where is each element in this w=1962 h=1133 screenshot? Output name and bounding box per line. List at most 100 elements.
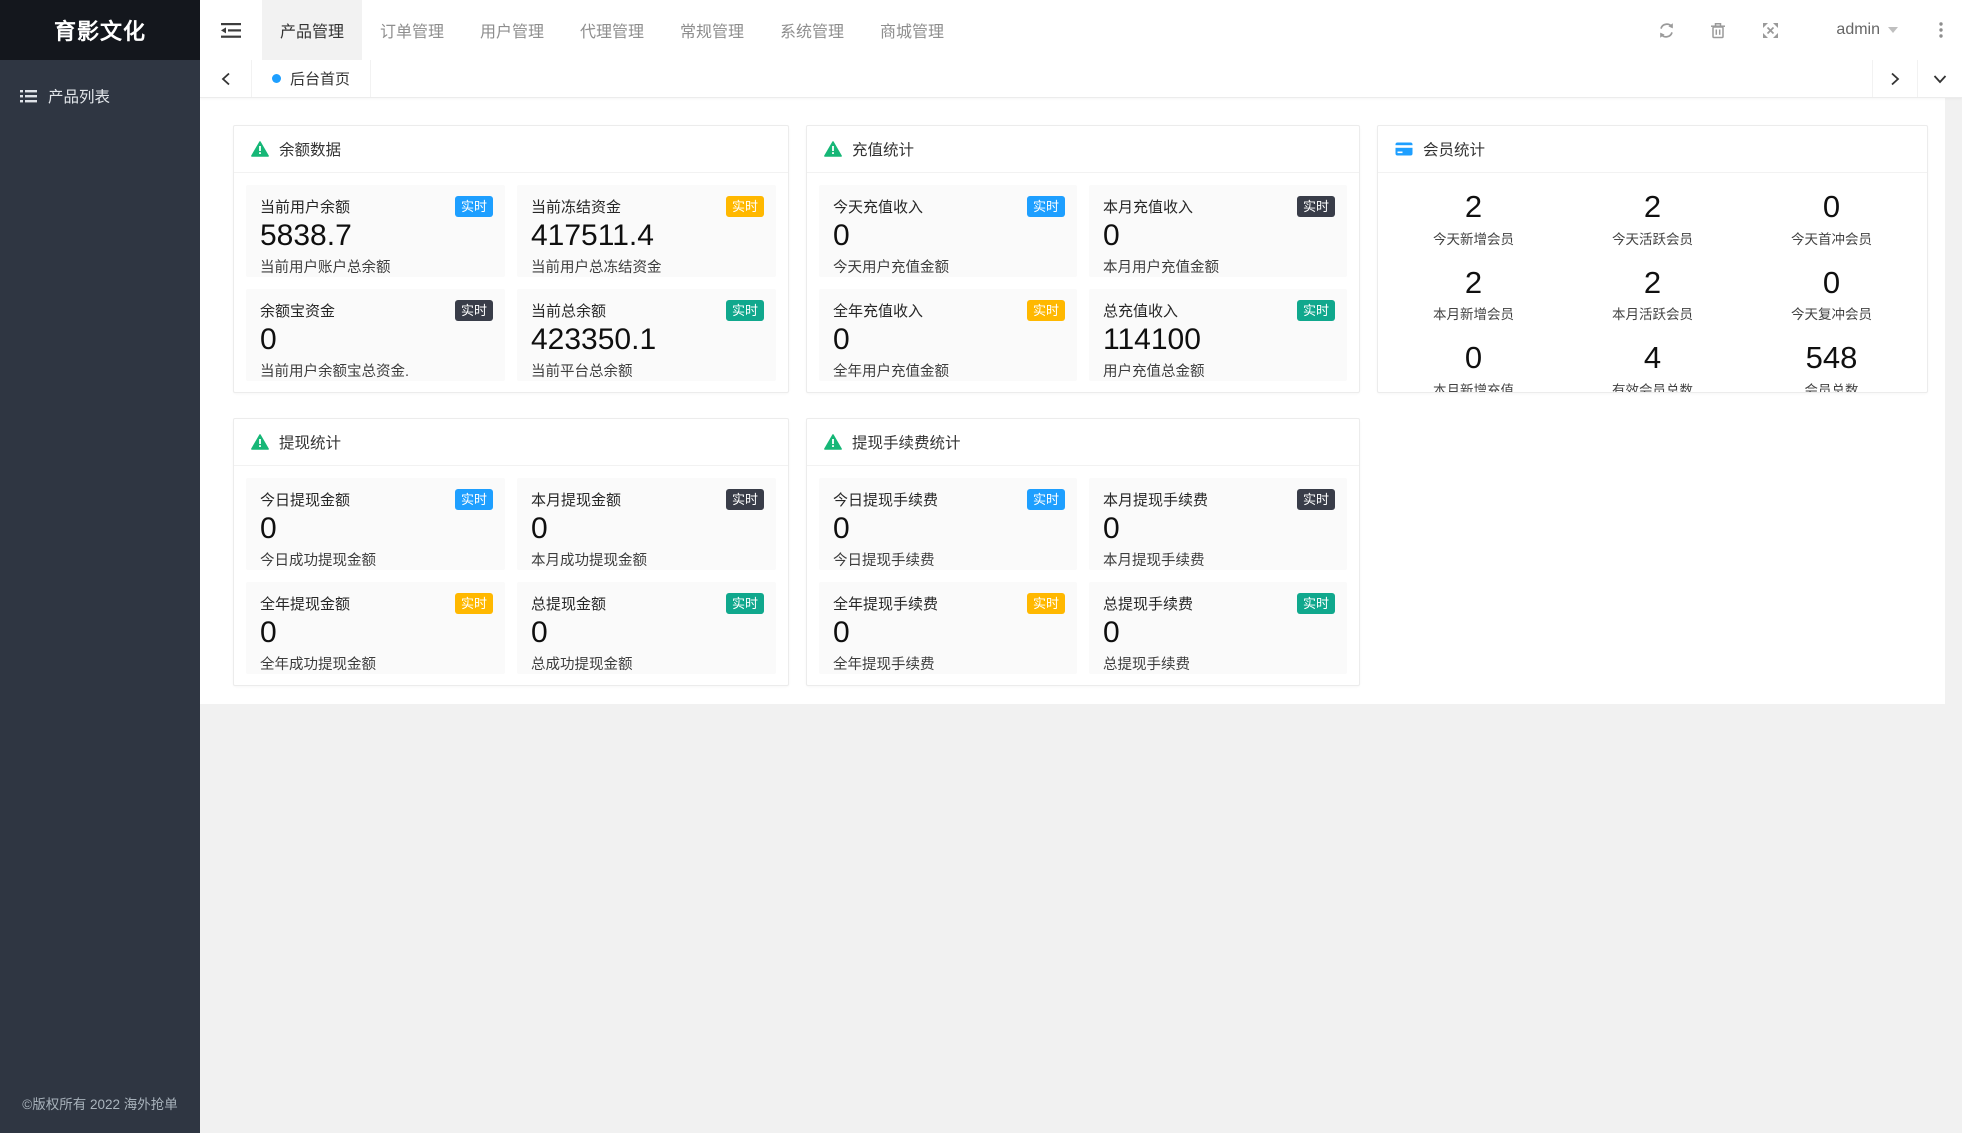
sidebar-item-product-list[interactable]: 产品列表: [0, 72, 200, 120]
app-logo: 育影文化: [0, 0, 200, 60]
breadcrumb-actions: [1872, 60, 1962, 97]
fullscreen-button[interactable]: [1744, 0, 1796, 60]
realtime-badge: 实时: [1026, 196, 1065, 217]
breadcrumb-tab-home[interactable]: 后台首页: [252, 60, 372, 97]
realtime-badge: 实时: [1026, 593, 1065, 614]
stat-today-active-members: 2 今天活跃会员: [1612, 189, 1693, 247]
stat-today-fee: 今日提现手续费 0 今日提现手续费 实时: [819, 478, 1077, 570]
stat-current-user-balance: 当前用户余额 5838.7 当前用户账户总余额 实时: [246, 185, 505, 277]
card-withdraw: 提现统计 今日提现金额 0 今日成功提现金额 实时 本月提现金额 0 本月成功提…: [233, 418, 789, 686]
card-withdraw-fee: 提现手续费统计 今日提现手续费 0 今日提现手续费 实时 本月提现手续费 0 本…: [806, 418, 1360, 686]
topbar-actions: admin: [1640, 0, 1962, 60]
stat-total-fee: 总提现手续费 0 总提现手续费 实时: [1089, 582, 1347, 674]
stat-valid-members-total: 4 有效会员总数: [1612, 340, 1693, 393]
stat-month-new-members: 2 本月新增会员: [1433, 264, 1514, 323]
warning-triangle-icon: [251, 141, 269, 157]
stat-today-new-members: 2 今天新增会员: [1433, 189, 1514, 247]
member-stats: 2 今天新增会员 2 今天活跃会员 0 今天首冲会员 2 本月新增会员: [1378, 173, 1927, 393]
card-balance: 余额数据 当前用户余额 5838.7 当前用户账户总余额 实时 当前冻结资金 4…: [233, 125, 789, 393]
breadcrumb-tab-label: 后台首页: [290, 71, 351, 88]
main-content: 余额数据 当前用户余额 5838.7 当前用户账户总余额 实时 当前冻结资金 4…: [200, 98, 1962, 1133]
dashboard-panel: 余额数据 当前用户余额 5838.7 当前用户账户总余额 实时 当前冻结资金 4…: [200, 98, 1945, 704]
realtime-badge: 实时: [1296, 489, 1335, 510]
credit-card-icon: [1395, 142, 1413, 156]
warning-triangle-icon: [824, 434, 842, 450]
tab-product-mgmt[interactable]: 产品管理: [262, 0, 362, 60]
trash-icon: [1710, 22, 1726, 39]
card-title: 提现统计: [279, 435, 342, 452]
card-title: 余额数据: [279, 142, 342, 159]
realtime-badge: 实时: [1296, 300, 1335, 321]
chevron-down-icon: [1933, 74, 1947, 84]
tab-user-mgmt[interactable]: 用户管理: [479, 24, 544, 41]
refresh-button[interactable]: [1640, 0, 1692, 60]
stat-month-withdraw: 本月提现金额 0 本月成功提现金额 实时: [517, 478, 776, 570]
balance-stats: 当前用户余额 5838.7 当前用户账户总余额 实时 当前冻结资金 417511…: [234, 173, 788, 392]
tabs-menu-button[interactable]: [1917, 60, 1962, 97]
card-member: 会员统计 2 今天新增会员 2 今天活跃会员 0 今天首冲会员: [1377, 125, 1928, 393]
stat-members-total: 548 会员总数: [1804, 340, 1859, 393]
sidebar-item-label: 产品列表: [48, 89, 111, 106]
chevron-left-icon: [220, 72, 232, 86]
realtime-badge: 实时: [725, 489, 764, 510]
chevron-down-icon: [1888, 27, 1898, 33]
tabs-scroll-left-button[interactable]: [200, 60, 252, 97]
fee-stats: 今日提现手续费 0 今日提现手续费 实时 本月提现手续费 0 本月提现手续费 实…: [807, 466, 1359, 685]
active-tab-dot-icon: [272, 74, 281, 83]
card-title: 充值统计: [852, 142, 915, 159]
stat-frozen-funds: 当前冻结资金 417511.4 当前用户总冻结资金 实时: [517, 185, 776, 277]
chevron-right-icon: [1889, 72, 1901, 86]
warning-triangle-icon: [251, 434, 269, 450]
sidebar-menu: 产品列表: [0, 60, 200, 120]
stat-today-withdraw: 今日提现金额 0 今日成功提现金额 实时: [246, 478, 505, 570]
tab-agent-mgmt[interactable]: 代理管理: [579, 24, 644, 41]
withdraw-stats: 今日提现金额 0 今日成功提现金额 实时 本月提现金额 0 本月成功提现金额 实…: [234, 466, 788, 685]
realtime-badge: 实时: [725, 593, 764, 614]
card-withdraw-fee-header: 提现手续费统计: [807, 419, 1359, 466]
realtime-badge: 实时: [1296, 593, 1335, 614]
clear-cache-button[interactable]: [1692, 0, 1744, 60]
card-balance-header: 余额数据: [234, 126, 788, 173]
more-options-button[interactable]: [1924, 0, 1958, 60]
refresh-icon: [1658, 22, 1675, 39]
realtime-badge: 实时: [1026, 300, 1065, 321]
tab-order-mgmt[interactable]: 订单管理: [379, 24, 444, 41]
stat-today-repeat-recharge: 0 今天复冲会员: [1791, 264, 1872, 323]
realtime-badge: 实时: [454, 489, 493, 510]
tab-mall-mgmt[interactable]: 商城管理: [879, 24, 944, 41]
stat-year-recharge: 全年充值收入 0 全年用户充值金额 实时: [819, 289, 1077, 381]
tabs-scroll-right-button[interactable]: [1872, 60, 1917, 97]
vertical-dots-icon: [1939, 22, 1943, 38]
breadcrumb-bar: 后台首页: [200, 60, 1962, 98]
stat-month-active-members: 2 本月活跃会员: [1612, 264, 1693, 323]
realtime-badge: 实时: [454, 300, 493, 321]
stat-year-withdraw: 全年提现金额 0 全年成功提现金额 实时: [246, 582, 505, 674]
realtime-badge: 实时: [725, 300, 764, 321]
stat-total-recharge: 总充值收入 114100 用户充值总金额 实时: [1089, 289, 1347, 381]
stat-today-first-recharge: 0 今天首冲会员: [1791, 189, 1872, 247]
warning-triangle-icon: [824, 141, 842, 157]
tab-system-mgmt[interactable]: 系统管理: [779, 24, 844, 41]
stat-month-fee: 本月提现手续费 0 本月提现手续费 实时: [1089, 478, 1347, 570]
list-icon: [20, 89, 37, 104]
nav-tabs: 产品管理 订单管理 用户管理 代理管理 常规管理 系统管理 商城管理: [262, 0, 962, 60]
realtime-badge: 实时: [1026, 489, 1065, 510]
card-withdraw-header: 提现统计: [234, 419, 788, 466]
collapse-sidebar-button[interactable]: [200, 0, 262, 60]
stat-month-recharge: 本月充值收入 0 本月用户充值金额 实时: [1089, 185, 1347, 277]
username-label: admin: [1836, 21, 1880, 38]
hamburger-icon: [221, 22, 241, 39]
realtime-badge: 实时: [454, 196, 493, 217]
realtime-badge: 实时: [454, 593, 493, 614]
realtime-badge: 实时: [725, 196, 764, 217]
stat-total-balance: 当前总余额 423350.1 当前平台总余额 实时: [517, 289, 776, 381]
card-recharge-header: 充值统计: [807, 126, 1359, 173]
user-menu[interactable]: admin: [1796, 0, 1924, 60]
stat-month-new-recharge: 0 本月新增充值: [1433, 340, 1514, 393]
tab-general-mgmt[interactable]: 常规管理: [679, 24, 744, 41]
card-recharge: 充值统计 今天充值收入 0 今天用户充值金额 实时 本月充值收入 0 本月用户充…: [806, 125, 1360, 393]
card-member-header: 会员统计: [1378, 126, 1927, 173]
stat-today-recharge: 今天充值收入 0 今天用户充值金额 实时: [819, 185, 1077, 277]
sidebar: 育影文化 产品列表 ©版权所有 2022 海外抢单: [0, 0, 200, 1133]
copyright-text: ©版权所有 2022 海外抢单: [22, 1097, 178, 1112]
